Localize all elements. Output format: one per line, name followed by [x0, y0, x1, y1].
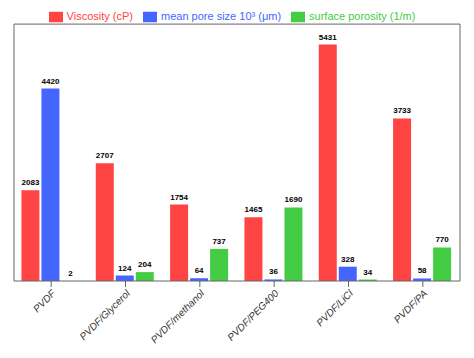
svg-text:PVDF: PVDF: [31, 287, 58, 314]
svg-text:PVDF/Glycerol: PVDF/Glycerol: [77, 287, 132, 342]
svg-text:64: 64: [195, 266, 204, 275]
svg-text:PVDF/methanol: PVDF/methanol: [149, 287, 207, 345]
svg-text:2707: 2707: [96, 151, 114, 160]
svg-text:4420: 4420: [42, 77, 60, 86]
svg-text:1754: 1754: [170, 193, 188, 202]
svg-text:PVDF/PA: PVDF/PA: [392, 287, 430, 325]
svg-text:3733: 3733: [393, 106, 411, 115]
svg-text:1465: 1465: [245, 205, 263, 214]
svg-text:PVDF/PEG400: PVDF/PEG400: [225, 287, 281, 343]
svg-text:1690: 1690: [285, 195, 303, 204]
svg-text:124: 124: [118, 264, 132, 273]
svg-text:PVDF/LiCl: PVDF/LiCl: [314, 287, 355, 328]
svg-text:2083: 2083: [22, 178, 40, 187]
html-text:mean pore size 10³ (μm): mean pore size 10³ (μm): [161, 10, 281, 22]
html-text:surface porosity (1/m): surface porosity (1/m): [309, 10, 416, 22]
svg-text:36: 36: [269, 267, 278, 276]
svg-text:737: 737: [212, 237, 226, 246]
svg-text:204: 204: [138, 260, 152, 269]
svg-text:58: 58: [418, 266, 427, 275]
svg-text:770: 770: [435, 235, 449, 244]
svg-text:2: 2: [68, 269, 73, 278]
svg-text:328: 328: [341, 255, 355, 264]
html-text:Viscosity (cP): Viscosity (cP): [66, 10, 133, 22]
svg-text:34: 34: [363, 268, 372, 277]
svg-text:5431: 5431: [319, 33, 337, 42]
